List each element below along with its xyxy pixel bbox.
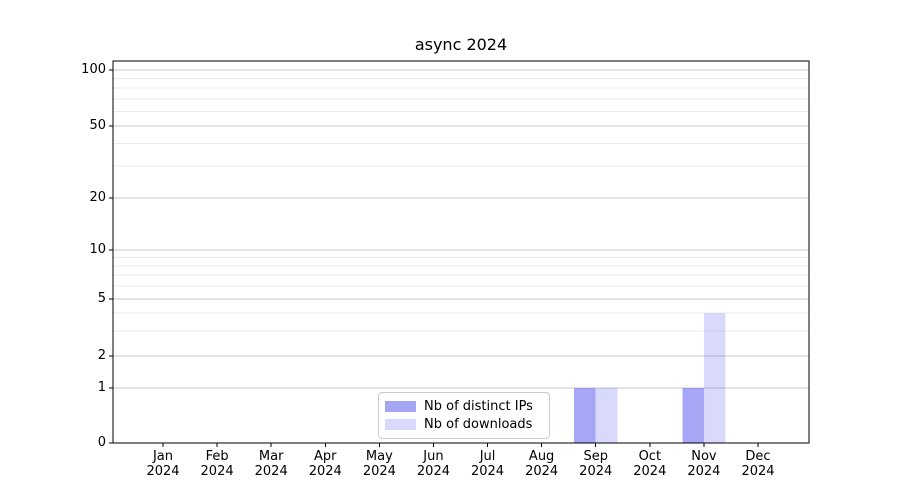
bar-distinct-ips-sep xyxy=(574,388,596,443)
x-tick-label: Oct 2024 xyxy=(633,449,667,479)
x-tick-label: Nov 2024 xyxy=(687,449,721,479)
x-tick-label: Feb 2024 xyxy=(200,449,234,479)
legend: Nb of distinct IPs Nb of downloads xyxy=(378,392,550,439)
x-tick-label: Sep 2024 xyxy=(579,449,613,479)
bar-distinct-ips-nov xyxy=(682,388,704,443)
x-tick-label: Jun 2024 xyxy=(416,449,450,479)
x-tick-label: Mar 2024 xyxy=(254,449,288,479)
y-tick-label: 2 xyxy=(97,348,106,363)
x-tick-label: Jan 2024 xyxy=(146,449,180,479)
x-tick-label: Apr 2024 xyxy=(308,449,342,479)
y-tick-label: 5 xyxy=(97,291,106,306)
legend-item-distinct-ips: Nb of distinct IPs xyxy=(385,398,541,415)
bar-downloads-nov xyxy=(703,312,726,443)
y-tick-label: 50 xyxy=(89,118,106,133)
x-tick-label: Jul 2024 xyxy=(470,449,505,479)
x-tick-label: Aug 2024 xyxy=(525,449,559,479)
chart-title: async 2024 xyxy=(414,35,508,54)
legend-label-distinct-ips: Nb of distinct IPs xyxy=(424,399,533,415)
legend-item-downloads: Nb of downloads xyxy=(385,416,541,433)
legend-label-downloads: Nb of downloads xyxy=(424,416,533,432)
y-tick-label: 20 xyxy=(89,190,106,205)
legend-swatch-distinct-ips xyxy=(385,401,416,413)
x-tick-label: May 2024 xyxy=(362,449,396,479)
x-tick-label: Dec 2024 xyxy=(741,449,775,479)
plot-border xyxy=(112,60,810,444)
y-tick-label: 1 xyxy=(97,380,106,395)
bar-downloads-sep xyxy=(595,388,618,443)
legend-swatch-downloads xyxy=(385,418,416,430)
y-tick-label: 100 xyxy=(81,62,106,77)
y-tick-label: 10 xyxy=(89,242,106,257)
y-tick-label: 0 xyxy=(97,435,106,450)
